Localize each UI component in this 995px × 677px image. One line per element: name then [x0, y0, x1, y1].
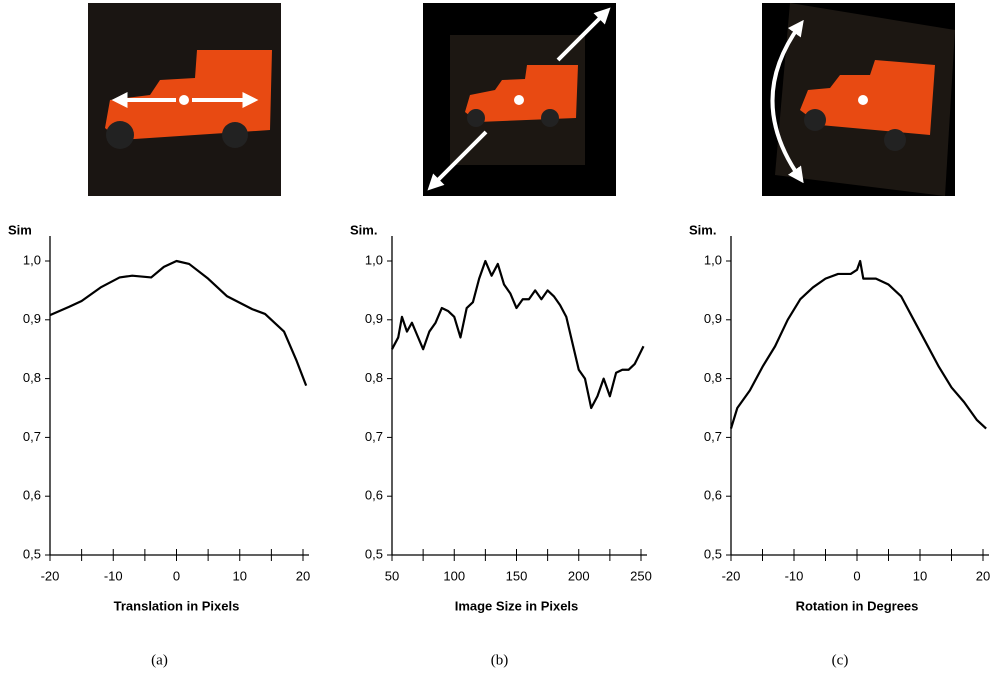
x-tick-label: 10 [913, 568, 927, 583]
x-axis-label: Image Size in Pixels [455, 598, 579, 613]
x-tick-label: 50 [385, 568, 399, 583]
y-tick-label: 0,5 [704, 546, 722, 561]
y-tick-label: 1,0 [23, 252, 41, 267]
x-axis-label: Translation in Pixels [114, 598, 240, 613]
data-line [729, 259, 987, 430]
x-tick-label: -10 [104, 568, 123, 583]
caption: (b) [491, 652, 509, 668]
photo-rotation [762, 3, 955, 196]
y-tick-label: 0,9 [365, 311, 383, 326]
y-tick-label: 0,7 [704, 429, 722, 444]
x-tick-label: -20 [722, 568, 741, 583]
y-tick-label: 0,6 [704, 488, 722, 503]
y-axis-label: Sim [8, 222, 32, 237]
y-tick-label: 0,6 [365, 488, 383, 503]
y-tick-label: 0,5 [365, 546, 383, 561]
y-tick-label: 0,8 [23, 370, 41, 385]
y-tick-label: 0,8 [365, 370, 383, 385]
y-tick-label: 0,9 [23, 311, 41, 326]
y-tick-label: 0,8 [704, 370, 722, 385]
x-tick-label: 20 [296, 568, 310, 583]
y-tick-label: 1,0 [704, 252, 722, 267]
x-tick-label: -10 [785, 568, 804, 583]
x-tick-label: 250 [630, 568, 652, 583]
y-tick-label: 1,0 [365, 252, 383, 267]
y-tick-label: 0,7 [365, 429, 383, 444]
x-tick-label: -20 [41, 568, 60, 583]
x-tick-label: 0 [173, 568, 180, 583]
y-tick-label: 0,7 [23, 429, 41, 444]
y-tick-label: 0,5 [23, 546, 41, 561]
x-tick-label: 0 [853, 568, 860, 583]
x-tick-label: 10 [233, 568, 247, 583]
photo-scaling [423, 3, 616, 196]
y-axis-label: Sim. [350, 222, 377, 237]
x-tick-label: 200 [568, 568, 590, 583]
caption: (c) [832, 652, 849, 668]
x-tick-label: 150 [506, 568, 528, 583]
y-tick-label: 0,6 [23, 488, 41, 503]
y-tick-label: 0,9 [704, 311, 722, 326]
photo-translation [88, 3, 281, 196]
data-line [49, 259, 308, 387]
y-axis-label: Sim. [689, 222, 716, 237]
x-tick-label: 100 [443, 568, 465, 583]
data-line [391, 259, 645, 410]
x-tick-label: 20 [976, 568, 990, 583]
caption: (a) [151, 652, 168, 668]
x-axis-label: Rotation in Degrees [796, 598, 919, 613]
